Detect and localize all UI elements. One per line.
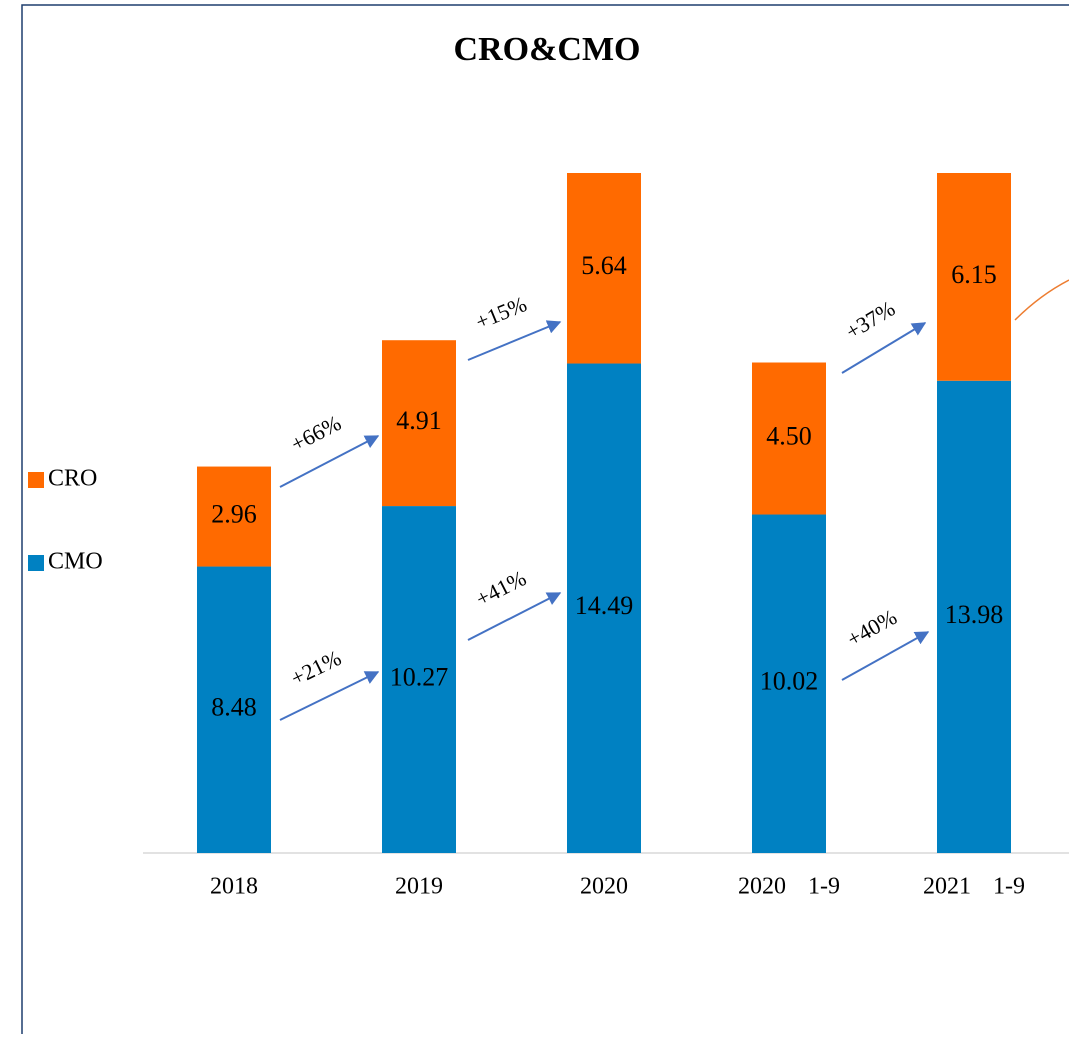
legend-swatch	[28, 472, 44, 488]
growth-arrow	[841, 631, 930, 681]
legend-swatch	[28, 555, 44, 571]
data-label: 10.27	[390, 663, 449, 692]
bar-segment	[197, 466, 271, 567]
growth-label: +37%	[841, 296, 899, 345]
growth-label: +66%	[287, 410, 345, 457]
growth-label: +40%	[843, 604, 901, 652]
data-label: 5.64	[581, 251, 627, 280]
bar-segment	[567, 363, 641, 853]
bar-segment	[382, 506, 456, 853]
legend-label: CMO	[48, 549, 103, 575]
chart-title: CRO&CMO	[454, 31, 641, 68]
bar-segment	[752, 514, 826, 853]
x-tick-label: 2020 1-9	[738, 874, 840, 900]
growth-arrow	[467, 320, 562, 361]
data-label: 10.02	[760, 667, 819, 696]
decoration-curve	[1014, 279, 1069, 321]
growth-label: +15%	[472, 291, 530, 334]
chart-border	[21, 4, 1069, 1039]
legend-label: CRO	[48, 466, 97, 492]
bar-segment	[937, 380, 1011, 853]
data-label: 4.91	[396, 406, 442, 435]
x-tick-label: 2019	[395, 874, 443, 900]
x-tick-label: 2018	[210, 874, 258, 900]
growth-label: +21%	[287, 645, 345, 691]
data-label: 8.48	[211, 693, 257, 722]
x-tick-label: 2020	[580, 874, 628, 900]
growth-arrow	[467, 592, 562, 641]
bar-segment	[197, 566, 271, 853]
bar-segment	[937, 173, 1011, 381]
data-label: 2.96	[211, 500, 257, 529]
growth-arrow	[841, 322, 927, 374]
growth-arrow	[279, 435, 380, 488]
data-label: 13.98	[945, 600, 1004, 629]
bar-segment	[752, 362, 826, 515]
growth-arrow	[279, 671, 380, 721]
data-label: 4.50	[766, 421, 812, 450]
data-label: 6.15	[951, 260, 997, 289]
data-label: 14.49	[575, 591, 634, 620]
bar-segment	[382, 340, 456, 507]
growth-label: +41%	[472, 565, 530, 611]
x-tick-label: 2021 1-9	[923, 874, 1025, 900]
bar-segment	[567, 173, 641, 364]
